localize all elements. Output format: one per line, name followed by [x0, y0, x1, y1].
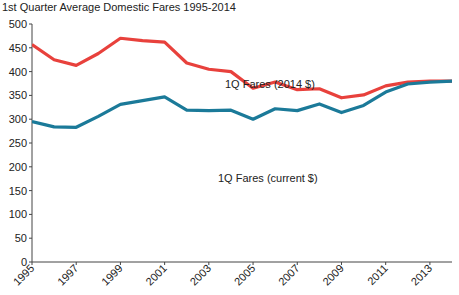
x-tick-label: 2009 — [320, 262, 346, 288]
y-tick-label: 250 — [9, 137, 27, 149]
y-tick-label: 450 — [9, 42, 27, 54]
x-tick — [164, 262, 165, 265]
x-tick — [341, 262, 342, 265]
x-tick — [253, 262, 254, 265]
x-tick — [385, 262, 386, 265]
x-tick-label: 1999 — [99, 262, 125, 288]
x-tick-label: 2013 — [409, 262, 435, 288]
y-tick — [29, 143, 32, 144]
x-tick-label: 1997 — [55, 262, 81, 288]
y-tick — [29, 214, 32, 215]
plot-area — [32, 38, 452, 127]
x-tick-label: 2007 — [276, 262, 302, 288]
x-tick-label: 2001 — [143, 262, 169, 288]
x-tick — [208, 262, 209, 265]
series-label: 1Q Fares (2014 $) — [225, 78, 315, 90]
y-tick — [29, 238, 32, 239]
y-tick — [29, 71, 32, 72]
series-line — [32, 38, 452, 98]
x-tick — [32, 262, 33, 265]
y-tick — [29, 166, 32, 167]
y-tick-label: 500 — [9, 18, 27, 30]
x-tick — [297, 262, 298, 265]
y-tick — [29, 24, 32, 25]
x-tick-label: 2003 — [187, 262, 213, 288]
chart: 1st Quarter Average Domestic Fares 1995-… — [0, 0, 459, 295]
x-tick — [429, 262, 430, 265]
y-tick-label: 100 — [9, 208, 27, 220]
y-tick-label: 200 — [9, 161, 27, 173]
y-tick — [29, 190, 32, 191]
y-tick-label: 350 — [9, 89, 27, 101]
y-tick — [29, 95, 32, 96]
x-tick-label: 2011 — [365, 262, 390, 287]
title: 1st Quarter Average Domestic Fares 1995-… — [2, 1, 236, 13]
x-axis — [32, 262, 452, 263]
y-tick-label: 300 — [9, 113, 27, 125]
x-tick-label: 2005 — [232, 262, 258, 288]
x-tick — [120, 262, 121, 265]
y-tick — [29, 119, 32, 120]
y-tick — [29, 47, 32, 48]
x-tick — [76, 262, 77, 265]
x-tick-label: 1995 — [11, 262, 37, 288]
y-tick-label: 400 — [9, 66, 27, 78]
y-tick-label: 150 — [9, 185, 27, 197]
y-tick-label: 50 — [15, 232, 27, 244]
series-label: 1Q Fares (current $) — [218, 172, 318, 184]
